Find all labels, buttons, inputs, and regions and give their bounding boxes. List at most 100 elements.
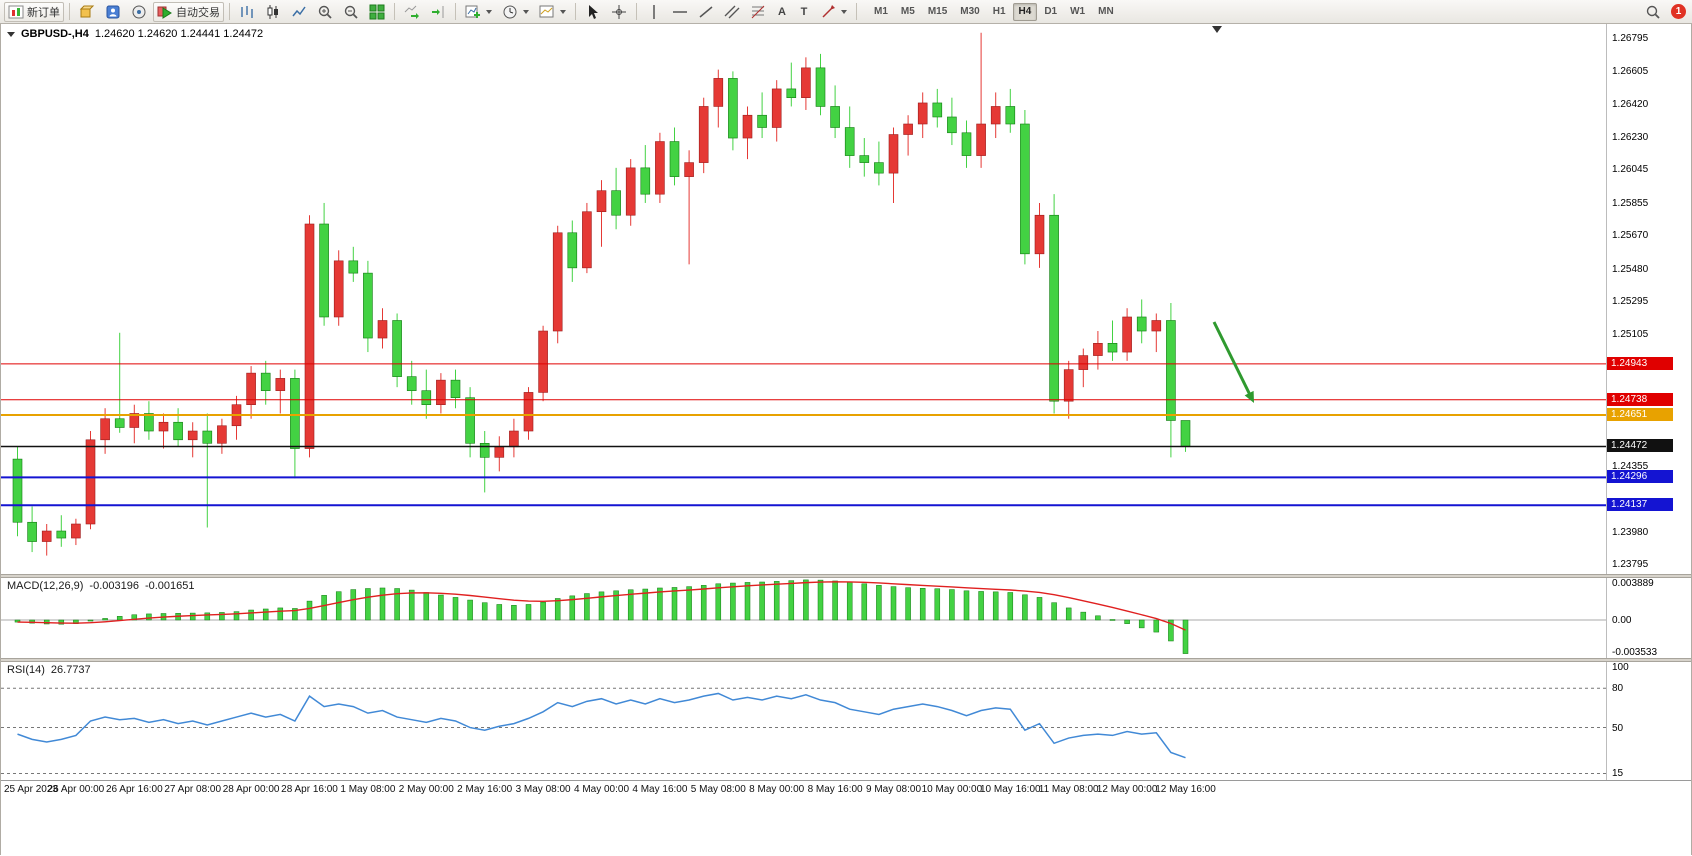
rsi-chart[interactable] [1,662,1609,780]
time-axis-label: 5 May 08:00 [690,784,746,795]
vertical-line-tool-button[interactable] [642,2,666,22]
search-button[interactable] [1641,2,1665,22]
rsi-scale[interactable]: 100 80 50 15 [1606,662,1691,780]
price-scale-label: 1.26230 [1612,132,1649,144]
rsi-label: RSI(14) 26.7737 [7,664,91,676]
candlestick-chart[interactable] [1,24,1609,574]
profiles-button[interactable] [75,2,99,22]
price-scale-label: 1.26795 [1612,32,1649,44]
chart-shift-icon [430,4,446,20]
trend-arrow-annotation[interactable] [1212,321,1254,403]
chart-title: GBPUSD-,H4 1.24620 1.24620 1.24441 1.244… [7,28,263,40]
market-watch-button[interactable] [101,2,125,22]
text-tool-button[interactable]: A [772,2,792,22]
macd-main-value: -0.003196 [89,580,139,592]
time-axis-label: 11 May 08:00 [1038,784,1099,795]
dropdown-caret-icon [841,9,847,14]
time-axis-label: 3 May 08:00 [515,784,571,795]
auto-scroll-button[interactable] [400,2,424,22]
timeframe-M30[interactable]: M30 [954,3,985,21]
arrows-tool-button[interactable] [816,2,851,22]
time-axis-label: 9 May 08:00 [865,784,922,795]
main-toolbar: 新订单 自动交易 [0,0,1692,24]
auto-trading-label: 自动交易 [176,6,220,19]
channel-tool-button[interactable] [720,2,744,22]
timeframe-M15[interactable]: M15 [922,3,953,21]
macd-scale[interactable]: 0.003889 0.00 -0.003533 [1606,578,1691,658]
rsi-name: RSI(14) [7,664,45,676]
fibonacci-tool-button[interactable] [746,2,770,22]
rsi-scale-label: 15 [1612,768,1624,780]
pane-splitter[interactable] [1,574,1691,578]
channel-icon [724,4,740,20]
toolbar-right-group: 1 [1641,2,1688,22]
timeframe-M5[interactable]: M5 [895,3,921,21]
time-axis-label: 4 May 16:00 [632,784,688,795]
price-scale-label: 1.25670 [1612,230,1649,242]
new-chart-icon [465,4,481,20]
new-order-button[interactable]: 新订单 [4,1,64,22]
periods-button[interactable] [498,2,533,22]
chart-shift-button[interactable] [426,2,450,22]
toolbar-separator [229,3,230,20]
ohlc-values: 1.24620 1.24620 1.24441 1.24472 [94,28,264,40]
candlestick-mode-button[interactable] [261,2,285,22]
timeframe-H4[interactable]: H4 [1012,2,1038,21]
macd-pane[interactable]: MACD(12,26,9) -0.003196 -0.001651 0.0038… [1,578,1691,658]
timeframe-group: M1 M5 M15 M30 H1 H4 D1 W1 MN [868,2,1120,21]
auto-trading-button[interactable]: 自动交易 [153,1,224,22]
macd-chart[interactable] [1,578,1609,658]
macd-label: MACD(12,26,9) -0.003196 -0.001651 [7,580,195,592]
timeframe-M1[interactable]: M1 [868,3,894,21]
notification-badge[interactable]: 1 [1671,4,1686,19]
symbol-label: GBPUSD-,H4 [21,28,89,40]
macd-scale-label: 0.00 [1612,615,1632,626]
clock-icon [502,4,518,20]
cursor-icon [585,4,601,20]
chart-window: GBPUSD-,H4 1.24620 1.24620 1.24441 1.244… [0,24,1692,856]
price-scale-label: 1.26420 [1612,98,1649,110]
timeframe-D1[interactable]: D1 [1038,3,1063,21]
time-axis[interactable]: 25 Apr 2023 26 Apr 00:00 26 Apr 16:00 27 Ap… [1,780,1691,799]
price-pane[interactable]: GBPUSD-,H4 1.24620 1.24620 1.24441 1.244… [1,24,1691,574]
price-tag: 1.24738 [1607,392,1673,406]
price-scale[interactable]: 1.26795 1.26605 1.26420 1.26230 1.26045 1.258… [1606,24,1691,574]
label-tool-button[interactable]: T [794,2,814,22]
macd-signal-value: -0.001651 [144,580,195,592]
macd-scale-label: -0.003533 [1612,647,1658,658]
timeframe-W1[interactable]: W1 [1064,3,1091,21]
time-axis-label: 10 May 16:00 [979,784,1041,795]
price-tag: 1.24137 [1607,498,1673,512]
vertical-line-icon [646,4,662,20]
dropdown-caret-icon [560,9,566,14]
price-scale-label: 1.26045 [1612,164,1649,176]
time-axis-label: 26 Apr 00:00 [47,784,105,795]
time-axis-label: 10 May 00:00 [921,784,983,795]
time-axis-label: 2 May 00:00 [398,784,454,795]
horizontal-line-tool-button[interactable] [668,2,692,22]
label-tool-icon: T [800,5,808,18]
trendline-tool-button[interactable] [694,2,718,22]
chart-shift-marker[interactable] [1212,26,1222,33]
candlestick-icon [265,4,281,20]
rsi-scale-label: 80 [1612,683,1624,695]
rsi-pane[interactable]: RSI(14) 26.7737 100 80 50 15 [1,662,1691,780]
timeframe-MN[interactable]: MN [1092,3,1120,21]
window-background [1,799,1691,856]
zoom-in-button[interactable] [313,2,337,22]
bar-chart-mode-button[interactable] [235,2,259,22]
line-chart-mode-button[interactable] [287,2,311,22]
price-scale-label: 1.25480 [1612,263,1649,275]
symbol-dropdown-icon[interactable] [7,31,15,37]
zoom-out-button[interactable] [339,2,363,22]
timeframe-H1[interactable]: H1 [987,3,1012,21]
pane-splitter[interactable] [1,658,1691,662]
crosshair-tool-button[interactable] [607,2,631,22]
new-chart-button[interactable] [461,2,496,22]
horizontal-line-icon [672,4,688,20]
tile-windows-button[interactable] [365,2,389,22]
data-window-button[interactable] [127,2,151,22]
templates-button[interactable] [535,2,570,22]
time-axis-label: 8 May 00:00 [749,784,805,795]
cursor-tool-button[interactable] [581,2,605,22]
